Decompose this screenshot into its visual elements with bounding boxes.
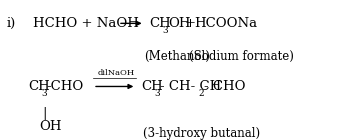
Text: 2: 2 <box>199 89 204 98</box>
Text: - CH- CH: - CH- CH <box>160 80 221 93</box>
Text: OH: OH <box>168 17 191 30</box>
Text: (3-hydroxy butanal): (3-hydroxy butanal) <box>143 127 260 140</box>
Text: 3: 3 <box>155 89 160 98</box>
Text: -CHO: -CHO <box>46 80 84 93</box>
Text: dilNaOH: dilNaOH <box>98 69 135 77</box>
Text: HCHO + NaOH: HCHO + NaOH <box>33 17 139 30</box>
Text: (Sodium formate): (Sodium formate) <box>190 50 294 63</box>
Text: 3: 3 <box>163 26 168 35</box>
Text: CH: CH <box>149 17 171 30</box>
Text: - CHO: - CHO <box>204 80 245 93</box>
Text: +: + <box>184 17 196 30</box>
Text: i): i) <box>7 17 16 30</box>
Text: |: | <box>43 107 47 120</box>
Text: CH: CH <box>141 80 163 93</box>
Text: 3: 3 <box>42 89 47 98</box>
Text: (Methanol): (Methanol) <box>144 50 211 63</box>
Text: OH: OH <box>39 120 62 133</box>
Text: CH: CH <box>28 80 50 93</box>
Text: HCOONa: HCOONa <box>194 17 258 30</box>
